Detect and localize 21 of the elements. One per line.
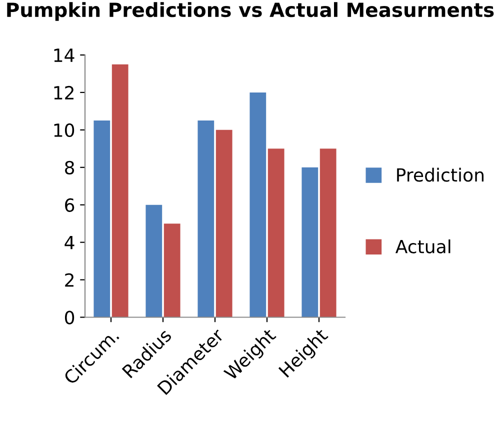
bar <box>250 92 266 318</box>
legend-label: Actual <box>395 239 450 254</box>
bar <box>320 148 336 318</box>
bar <box>112 64 128 318</box>
y-tick-label: 12 <box>54 86 74 100</box>
y-tick-label: 10 <box>54 123 74 138</box>
y-tick-label: 8 <box>65 160 74 175</box>
legend-label: Prediction <box>397 168 484 182</box>
y-tick-label: 6 <box>65 198 74 212</box>
bar <box>302 167 318 318</box>
bar <box>164 224 180 318</box>
bar <box>146 204 162 318</box>
chart-title: Pumpkin Predictions vs Actual Measurments <box>7 2 494 21</box>
y-tick-label: 0 <box>64 310 74 324</box>
y-tick-label: 4 <box>64 236 74 250</box>
bar <box>198 120 214 318</box>
bar <box>216 130 232 318</box>
bar <box>94 120 110 318</box>
y-tick-label: 14 <box>54 48 74 62</box>
bar <box>268 148 284 318</box>
y-tick-label: 2 <box>65 273 74 287</box>
